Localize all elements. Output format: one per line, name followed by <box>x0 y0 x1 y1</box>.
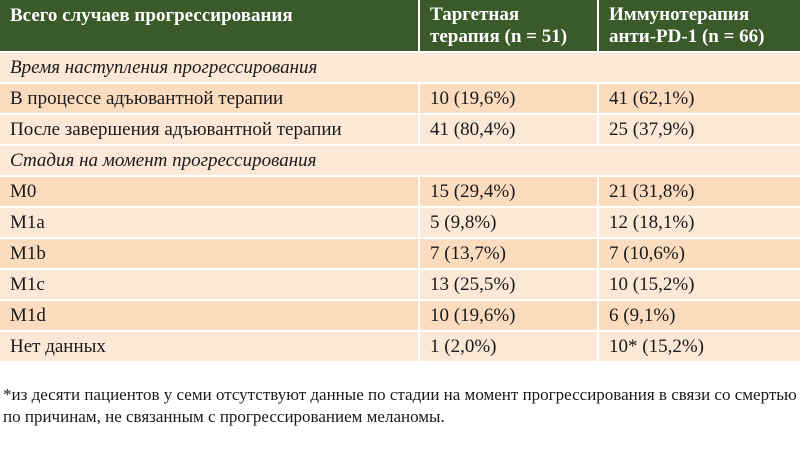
section-title: Стадия на момент прогрессирования <box>0 145 800 177</box>
header-targeted-line2: терапия (n = 51) <box>430 25 568 47</box>
row-targeted: 5 (9,8%) <box>419 207 599 239</box>
progression-table: Всего случаев прогрессирования Таргетная… <box>0 0 800 363</box>
row-immuno: 7 (10,6%) <box>598 238 800 270</box>
row-label: M1d <box>0 300 420 332</box>
row-label: M1c <box>0 269 420 301</box>
row-label: M1b <box>0 238 420 270</box>
row-label: Нет данных <box>0 331 420 363</box>
row-label: M0 <box>0 176 420 208</box>
row-immuno: 25 (37,9%) <box>598 114 800 146</box>
header-targeted-line1: Таргетная <box>430 3 520 25</box>
row-immuno: 6 (9,1%) <box>598 300 800 332</box>
row-label: После завершения адъювантной терапии <box>0 114 420 146</box>
header-immuno: Иммунотерапия анти-PD-1 (n = 66) <box>598 0 800 53</box>
header-targeted: Таргетная терапия (n = 51) <box>419 0 599 53</box>
row-targeted: 1 (2,0%) <box>419 331 599 363</box>
table-row: M1b 7 (13,7%) 7 (10,6%) <box>0 238 800 270</box>
row-targeted: 41 (80,4%) <box>419 114 599 146</box>
table-row: M1d 10 (19,6%) 6 (9,1%) <box>0 300 800 332</box>
header-immuno-line1: Иммунотерапия <box>609 3 750 25</box>
header-immuno-line2: анти-PD-1 (n = 66) <box>609 25 765 47</box>
footnote: *из десяти пациентов у семи отсутствуют … <box>3 385 797 426</box>
row-immuno: 21 (31,8%) <box>598 176 800 208</box>
row-targeted: 7 (13,7%) <box>419 238 599 270</box>
row-immuno: 12 (18,1%) <box>598 207 800 239</box>
row-targeted: 10 (19,6%) <box>419 83 599 115</box>
table-row: После завершения адъювантной терапии 41 … <box>0 114 800 146</box>
row-label: M1a <box>0 207 420 239</box>
table-row: В процессе адъювантной терапии 10 (19,6%… <box>0 83 800 115</box>
row-targeted: 13 (25,5%) <box>419 269 599 301</box>
row-targeted: 15 (29,4%) <box>419 176 599 208</box>
header-row: Всего случаев прогрессирования Таргетная… <box>0 0 800 53</box>
row-immuno: 10 (15,2%) <box>598 269 800 301</box>
table-row: M1a 5 (9,8%) 12 (18,1%) <box>0 207 800 239</box>
section-title: Время наступления прогрессирования <box>0 52 800 84</box>
row-label: В процессе адъювантной терапии <box>0 83 420 115</box>
row-targeted: 10 (19,6%) <box>419 300 599 332</box>
section-row: Время наступления прогрессирования <box>0 52 800 84</box>
row-immuno: 10* (15,2%) <box>598 331 800 363</box>
table-row: Нет данных 1 (2,0%) 10* (15,2%) <box>0 331 800 363</box>
table-row: M1c 13 (25,5%) 10 (15,2%) <box>0 269 800 301</box>
header-total: Всего случаев прогрессирования <box>0 0 420 53</box>
row-immuno: 41 (62,1%) <box>598 83 800 115</box>
table-row: M0 15 (29,4%) 21 (31,8%) <box>0 176 800 208</box>
section-row: Стадия на момент прогрессирования <box>0 145 800 177</box>
